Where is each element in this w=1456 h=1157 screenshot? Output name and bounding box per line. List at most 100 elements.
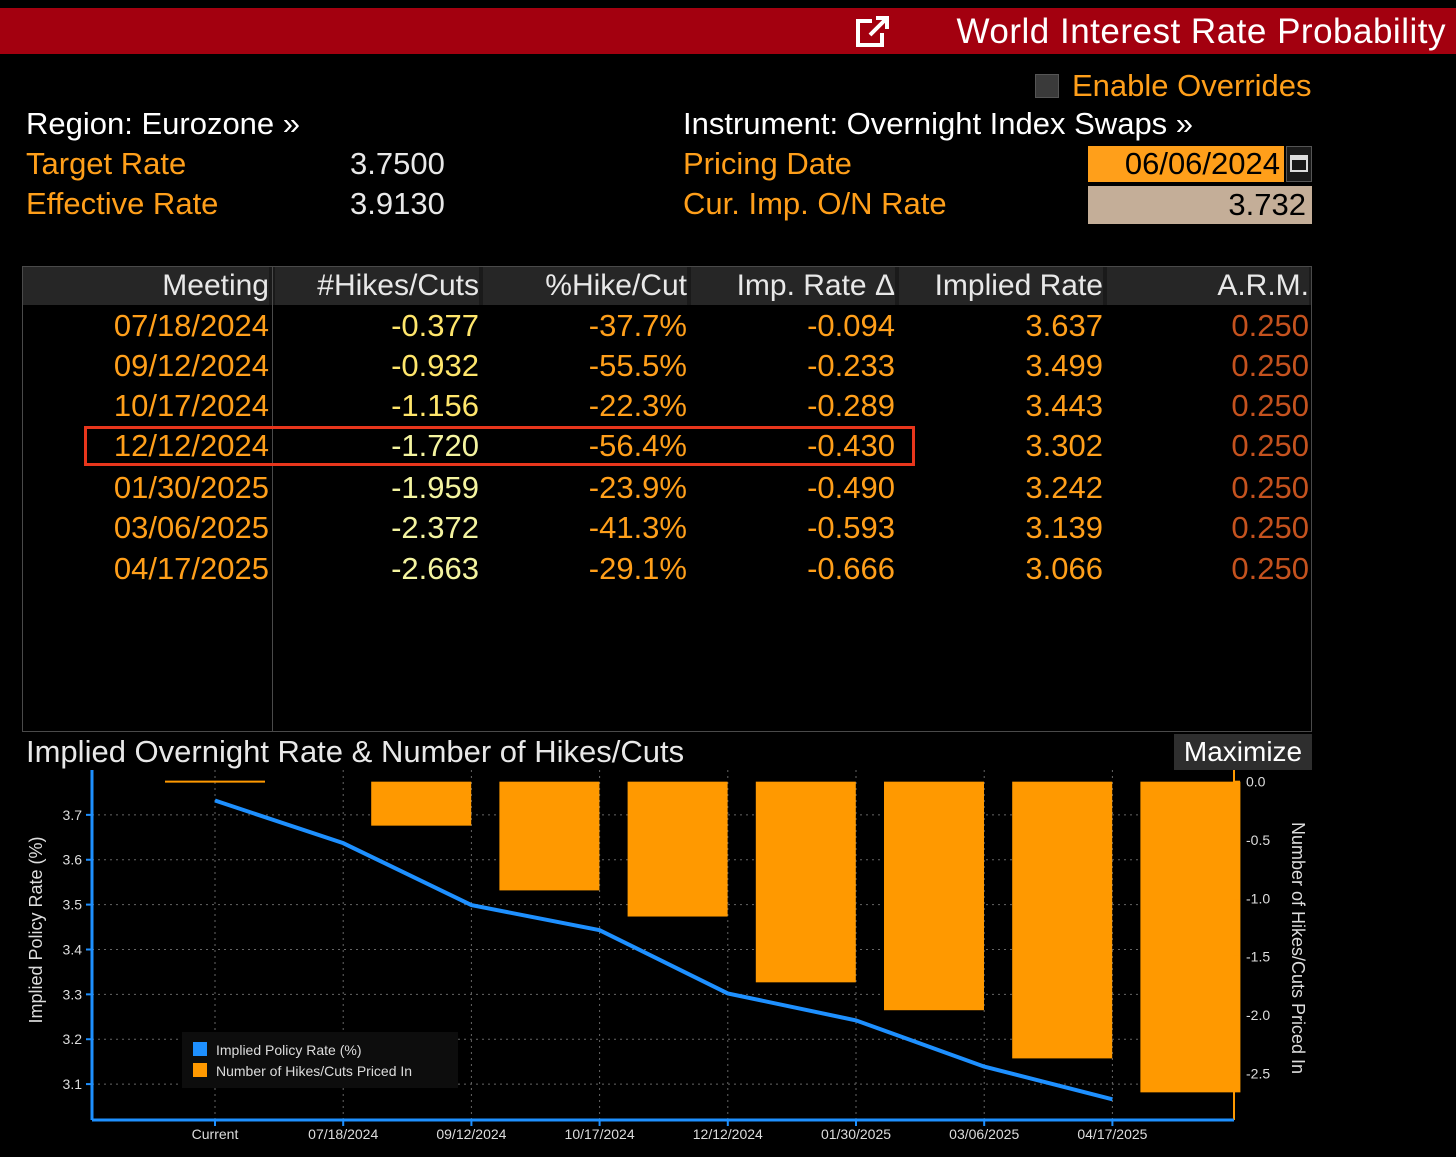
right-tick-label: -1.0 [1246,890,1270,906]
bar-04/17/2025 [1140,781,1241,1093]
left-axis-title: Implied Policy Rate (%) [26,836,46,1023]
cell-imp-rate-delta: -0.094 [807,308,895,343]
cell-pct-hike-cut: -37.7% [588,308,687,343]
cell-meeting: 01/30/2025 [113,470,269,505]
cell-imp-rate-delta: -0.666 [807,551,895,586]
bar-09/12/2024 [499,781,600,891]
enable-overrides-checkbox[interactable] [1035,74,1059,98]
x-tick-label: 07/18/2024 [308,1126,378,1142]
table-row[interactable]: 09/12/2024 -0.932 -55.5% -0.233 3.499 0.250 [23,346,1311,386]
cell-hikes-cuts: -2.372 [391,510,479,545]
cell-arm: 0.250 [1231,308,1309,343]
table-row[interactable]: 10/17/2024 -1.156 -22.3% -0.289 3.443 0.250 [23,386,1311,426]
header-implied-rate[interactable]: Implied Rate [899,267,1103,305]
highlighted-row-box [84,426,915,466]
table-row[interactable]: 01/30/2025 -1.959 -23.9% -0.490 3.242 0.250 [23,468,1311,508]
cell-meeting: 09/12/2024 [113,348,269,383]
right-tick-label: -1.5 [1246,949,1270,965]
legend-swatch-bar [193,1063,207,1077]
cell-meeting: 10/17/2024 [113,388,269,423]
target-rate-label: Target Rate [26,146,187,181]
right-tick-label: -2.0 [1246,1007,1270,1023]
cell-implied-rate: 3.499 [1025,348,1103,383]
maximize-button[interactable]: Maximize [1174,734,1312,770]
cell-imp-rate-delta: -0.490 [807,470,895,505]
cell-meeting: 07/18/2024 [113,308,269,343]
x-tick-label: 12/12/2024 [693,1126,763,1142]
header-pct-hike-cut[interactable]: %Hike/Cut [483,267,687,305]
cell-implied-rate: 3.443 [1025,388,1103,423]
table-row[interactable]: 07/18/2024 -0.377 -37.7% -0.094 3.637 0.250 [23,306,1311,346]
implied-rate-line [214,798,1113,1102]
left-tick-label: 3.2 [63,1031,83,1047]
x-tick-label: 09/12/2024 [436,1126,506,1142]
cell-hikes-cuts: -1.720 [391,428,479,463]
header-arm[interactable]: A.R.M. [1107,267,1309,305]
cell-pct-hike-cut: -55.5% [588,348,687,383]
external-link-icon[interactable] [856,15,890,49]
right-tick-label: -2.5 [1246,1065,1270,1081]
header-hikes-cuts[interactable]: #Hikes/Cuts [275,267,479,305]
cell-arm: 0.250 [1231,348,1309,383]
table-row[interactable]: 03/06/2025 -2.372 -41.3% -0.593 3.139 0.250 [23,508,1311,548]
x-tick-label: 03/06/2025 [949,1126,1019,1142]
bar-10/17/2024 [627,781,728,917]
calendar-icon[interactable] [1286,146,1312,182]
right-tick-label: -0.5 [1246,832,1270,848]
bar-12/12/2024 [755,781,856,983]
cell-hikes-cuts: -1.959 [391,470,479,505]
table-header: Meeting #Hikes/Cuts %Hike/Cut Imp. Rate … [23,267,1311,305]
left-tick-label: 3.1 [63,1076,83,1092]
target-rate-value: 3.7500 [350,146,445,181]
left-tick-label: 3.6 [63,852,83,868]
table-row[interactable]: 12/12/2024 -1.720 -56.4% -0.430 3.302 0.250 [23,426,1311,466]
cell-implied-rate: 3.242 [1025,470,1103,505]
cell-pct-hike-cut: -23.9% [588,470,687,505]
cell-imp-rate-delta: -0.289 [807,388,895,423]
cell-imp-rate-delta: -0.593 [807,510,895,545]
bar-07/18/2024 [371,781,472,826]
region-selector[interactable]: Region: Eurozone » [26,106,301,141]
cell-meeting: 04/17/2025 [113,551,269,586]
pricing-date-label: Pricing Date [683,146,852,181]
cell-implied-rate: 3.302 [1025,428,1103,463]
rate-chart: 3.1 3.2 3.3 3.4 3.5 3.6 3.7 0.0 -0.5 -1.0 -1.5 -2.0… [26,770,1308,1142]
right-tick-label: 0.0 [1246,774,1266,790]
legend-swatch-line [193,1042,207,1056]
left-tick-label: 3.3 [63,986,83,1002]
cur-imp-rate-label: Cur. Imp. O/N Rate [683,186,947,221]
cell-arm: 0.250 [1231,388,1309,423]
x-tick-label: 04/17/2025 [1077,1126,1147,1142]
cell-meeting: 12/12/2024 [113,428,269,463]
cell-arm: 0.250 [1231,428,1309,463]
column-divider [272,267,273,731]
effective-rate-value: 3.9130 [350,186,445,221]
chart-title: Implied Overnight Rate & Number of Hikes… [26,734,685,769]
effective-rate-label: Effective Rate [26,186,219,221]
left-tick-label: 3.7 [63,807,83,823]
x-tick-label: 10/17/2024 [565,1126,635,1142]
left-tick-label: 3.5 [63,897,83,913]
cell-hikes-cuts: -1.156 [391,388,479,423]
left-tick-label: 3.4 [63,941,83,957]
header-imp-rate-delta[interactable]: Imp. Rate Δ [691,267,895,305]
right-axis-title: Number of Hikes/Cuts Priced In [1288,822,1308,1074]
legend-label-bar: Number of Hikes/Cuts Priced In [216,1063,412,1079]
cell-arm: 0.250 [1231,510,1309,545]
table-row[interactable]: 04/17/2025 -2.663 -29.1% -0.666 3.066 0.250 [23,549,1311,589]
cell-pct-hike-cut: -22.3% [588,388,687,423]
instrument-selector[interactable]: Instrument: Overnight Index Swaps » [683,106,1194,141]
cell-hikes-cuts: -2.663 [391,551,479,586]
pricing-date-input[interactable]: 06/06/2024 [1088,146,1284,182]
cell-hikes-cuts: -0.377 [391,308,479,343]
title-bar: World Interest Rate Probability [0,8,1456,54]
bar-03/06/2025 [1012,781,1113,1059]
legend-label-line: Implied Policy Rate (%) [216,1042,362,1058]
header-meeting[interactable]: Meeting [23,267,269,305]
window-title: World Interest Rate Probability [956,12,1446,51]
cell-pct-hike-cut: -41.3% [588,510,687,545]
bar-01/30/2025 [884,781,984,1011]
cell-pct-hike-cut: -56.4% [588,428,687,463]
cell-meeting: 03/06/2025 [113,510,269,545]
cell-implied-rate: 3.139 [1025,510,1103,545]
